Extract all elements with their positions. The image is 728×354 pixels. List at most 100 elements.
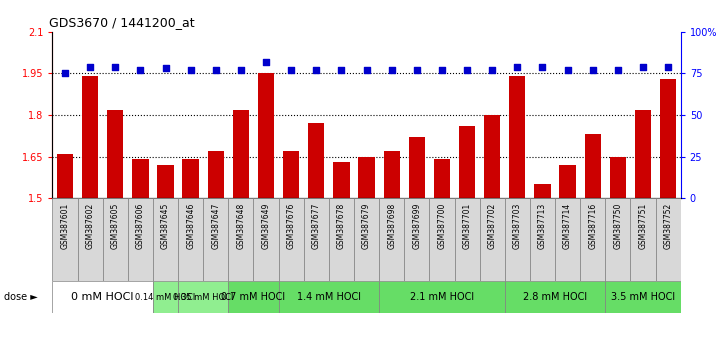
Bar (404, 198, 430, 281)
Point (361, 67, 373, 73)
Bar (283, 151, 299, 198)
Text: 1.4 mM HOCl: 1.4 mM HOCl (297, 292, 361, 302)
Bar (454, 198, 480, 281)
Text: GSM387698: GSM387698 (387, 202, 396, 249)
Text: GSM387649: GSM387649 (261, 202, 271, 249)
Point (562, 67, 574, 73)
Text: GSM387714: GSM387714 (563, 202, 572, 249)
Bar (605, 281, 681, 313)
Bar (279, 281, 379, 313)
Bar (379, 281, 505, 313)
Bar (52, 281, 153, 313)
Point (59, 71, 71, 76)
Point (386, 67, 397, 73)
Text: 0 mM HOCl: 0 mM HOCl (71, 292, 134, 302)
Bar (207, 151, 224, 198)
Bar (157, 165, 174, 198)
Bar (308, 124, 325, 198)
Text: GSM387676: GSM387676 (287, 202, 296, 249)
Bar (52, 198, 78, 281)
Point (235, 67, 247, 73)
Bar (183, 159, 199, 198)
Bar (279, 198, 304, 281)
Bar (605, 198, 630, 281)
Point (260, 59, 272, 65)
Bar (459, 126, 475, 198)
Bar (229, 281, 279, 313)
Bar (203, 198, 229, 281)
Text: GSM387702: GSM387702 (488, 202, 496, 249)
Bar (358, 157, 375, 198)
Bar (379, 198, 404, 281)
Bar (258, 74, 274, 198)
Point (411, 67, 423, 73)
Bar (354, 198, 379, 281)
Bar (609, 157, 626, 198)
Bar (128, 198, 153, 281)
Bar (178, 281, 229, 313)
Bar (333, 162, 349, 198)
Bar (630, 198, 655, 281)
Bar (559, 165, 576, 198)
Text: GSM387701: GSM387701 (462, 202, 472, 249)
Bar (57, 154, 73, 198)
Text: 0.7 mM HOCl: 0.7 mM HOCl (221, 292, 285, 302)
Bar (384, 151, 400, 198)
Bar (178, 198, 203, 281)
Point (486, 67, 498, 73)
Text: GSM387713: GSM387713 (538, 202, 547, 249)
Text: GSM387601: GSM387601 (60, 202, 69, 249)
Bar (509, 76, 526, 198)
Bar (434, 159, 450, 198)
Bar (505, 198, 530, 281)
Point (336, 67, 347, 73)
Text: GSM387752: GSM387752 (664, 202, 673, 249)
Text: GSM387716: GSM387716 (588, 202, 597, 249)
Point (310, 67, 322, 73)
Bar (534, 184, 550, 198)
Point (436, 67, 448, 73)
Bar (655, 198, 681, 281)
Text: GSM387703: GSM387703 (513, 202, 522, 249)
Bar (253, 198, 279, 281)
Bar (660, 79, 676, 198)
Text: GSM387645: GSM387645 (161, 202, 170, 249)
Text: 0.14 mM HOCl: 0.14 mM HOCl (135, 293, 196, 302)
Text: GSM387602: GSM387602 (86, 202, 95, 249)
Bar (229, 198, 253, 281)
Bar (103, 198, 128, 281)
Point (537, 64, 548, 70)
Text: GSM387699: GSM387699 (412, 202, 422, 249)
Bar (132, 159, 149, 198)
Text: GSM387605: GSM387605 (111, 202, 119, 249)
Text: GDS3670 / 1441200_at: GDS3670 / 1441200_at (50, 16, 195, 29)
Bar (580, 198, 605, 281)
Text: GSM387606: GSM387606 (136, 202, 145, 249)
Bar (153, 281, 178, 313)
Bar (480, 198, 505, 281)
Text: 3.5 mM HOCl: 3.5 mM HOCl (611, 292, 675, 302)
Point (587, 67, 598, 73)
Point (210, 67, 221, 73)
Bar (555, 198, 580, 281)
Text: GSM387750: GSM387750 (614, 202, 622, 249)
Point (84, 64, 96, 70)
Bar (329, 198, 354, 281)
Point (185, 67, 197, 73)
Point (285, 67, 297, 73)
Point (612, 67, 624, 73)
Text: GSM387751: GSM387751 (638, 202, 647, 249)
Point (462, 67, 473, 73)
Text: GSM387677: GSM387677 (312, 202, 321, 249)
Bar (107, 109, 124, 198)
Text: GSM387700: GSM387700 (438, 202, 446, 249)
Text: GSM387647: GSM387647 (211, 202, 221, 249)
Text: dose ►: dose ► (4, 292, 37, 302)
Bar (585, 135, 601, 198)
Point (135, 67, 146, 73)
Bar (430, 198, 454, 281)
Point (637, 64, 649, 70)
Text: GSM387648: GSM387648 (237, 202, 245, 249)
Bar (78, 198, 103, 281)
Bar (408, 137, 425, 198)
